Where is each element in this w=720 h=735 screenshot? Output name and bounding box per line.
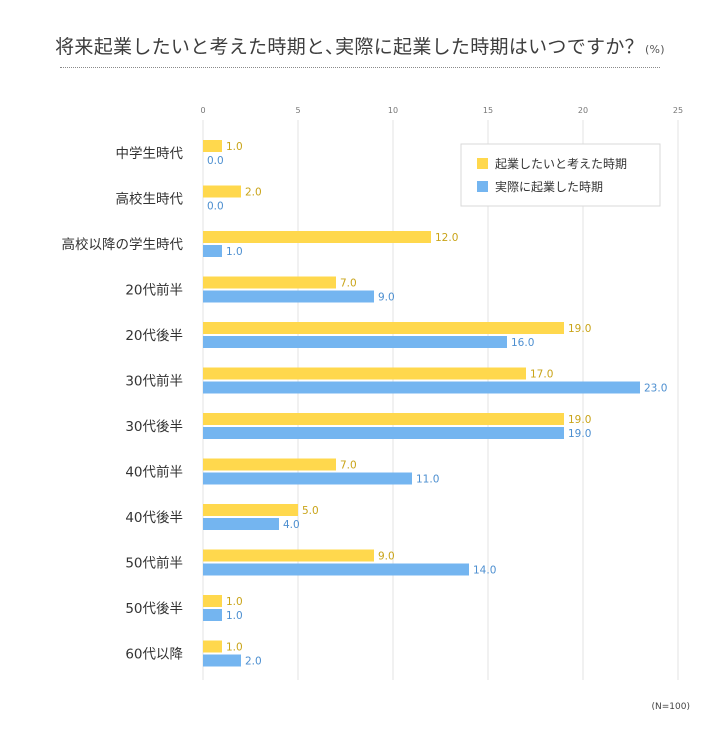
bar-actual [203, 654, 241, 667]
bar-wanted [203, 367, 526, 380]
bar-wanted [203, 231, 431, 243]
x-tick-label-10: 10 [388, 106, 398, 115]
data-label-wanted: 1.0 [226, 596, 243, 608]
bar-actual [203, 427, 564, 439]
data-label-actual: 14.0 [473, 565, 496, 577]
category-label: 60代以降 [125, 647, 183, 663]
x-tick-label-15: 15 [483, 106, 493, 115]
data-label-wanted: 7.0 [340, 278, 357, 290]
legend-swatch-actual [477, 181, 488, 192]
data-label-actual: 19.0 [568, 428, 591, 440]
data-label-wanted: 9.0 [378, 551, 395, 563]
data-label-actual: 2.0 [245, 656, 262, 668]
x-tick-label-20: 20 [578, 106, 588, 115]
bar-actual [203, 609, 222, 621]
category-label: 40代前半 [125, 464, 183, 481]
chart-title-text: 将来起業したいと考えた時期と､実際に起業した時期はいつですか？ [55, 36, 644, 58]
category-label: 中学生時代 [116, 146, 184, 162]
category-label: 高校生時代 [116, 191, 184, 208]
bar-actual [203, 381, 640, 394]
bar-wanted [203, 140, 222, 152]
legend-label-wanted: 起業したいと考えた時期 [495, 157, 627, 171]
data-label-wanted: 1.0 [226, 642, 243, 654]
category-label: 20代後半 [125, 328, 183, 344]
data-label-actual: 16.0 [511, 337, 534, 349]
sample-size-note: (N=100) [651, 702, 690, 712]
bar-wanted [203, 595, 222, 607]
chart-unit: (%) [644, 43, 665, 56]
title-divider [60, 67, 660, 68]
data-label-actual: 1.0 [226, 246, 243, 258]
bar-wanted [203, 640, 222, 653]
category-label: 30代前半 [125, 373, 183, 390]
data-label-actual: 1.0 [226, 610, 243, 622]
data-label-actual: 9.0 [378, 292, 395, 304]
legend: 起業したいと考えた時期 実際に起業した時期 [460, 143, 661, 207]
bars [203, 140, 640, 667]
x-tick-label-25: 25 [673, 106, 683, 115]
data-label-wanted: 12.0 [435, 232, 458, 244]
bar-actual [203, 245, 222, 257]
data-label-wanted: 5.0 [302, 505, 319, 517]
bar-wanted [203, 276, 336, 289]
legend-swatch-wanted [477, 158, 488, 169]
bar-actual [203, 518, 279, 530]
category-label: 40代後半 [125, 510, 183, 526]
data-label-actual: 0.0 [207, 155, 224, 167]
data-label-wanted: 19.0 [568, 414, 591, 426]
bar-actual [203, 336, 507, 348]
data-label-wanted: 19.0 [568, 323, 591, 335]
bar-actual [203, 563, 469, 576]
data-label-actual: 23.0 [644, 383, 667, 395]
grid-lines [202, 120, 679, 680]
legend-box [460, 143, 661, 207]
data-label-wanted: 1.0 [226, 141, 243, 153]
data-label-actual: 0.0 [207, 201, 224, 213]
data-label-wanted: 2.0 [245, 187, 262, 199]
x-tick-label-5: 5 [295, 106, 300, 115]
bar-actual [203, 290, 374, 303]
x-tick-label-0: 0 [200, 106, 205, 115]
bar-wanted [203, 413, 564, 425]
bar-wanted [203, 458, 336, 471]
category-label: 20代前半 [125, 282, 183, 299]
bar-wanted [203, 185, 241, 198]
data-label-actual: 4.0 [283, 519, 300, 531]
data-label-wanted: 17.0 [530, 369, 553, 381]
x-tick-labels: 0 5 10 15 20 25 [200, 106, 683, 115]
category-label: 50代前半 [125, 555, 183, 572]
bar-wanted [203, 504, 298, 516]
category-label: 50代後半 [125, 601, 183, 617]
legend-label-actual: 実際に起業した時期 [495, 179, 603, 194]
bar-wanted [203, 322, 564, 334]
data-label-actual: 11.0 [416, 474, 439, 486]
chart-title: 将来起業したいと考えた時期と､実際に起業した時期はいつですか？(%) [0, 32, 720, 59]
data-labels: 1.00.02.00.012.01.07.09.019.016.017.023.… [207, 141, 667, 668]
category-label: 高校以降の学生時代 [62, 236, 184, 253]
data-label-wanted: 7.0 [340, 460, 357, 472]
bar-wanted [203, 549, 374, 562]
bar-actual [203, 472, 412, 485]
category-label: 30代後半 [125, 419, 183, 435]
